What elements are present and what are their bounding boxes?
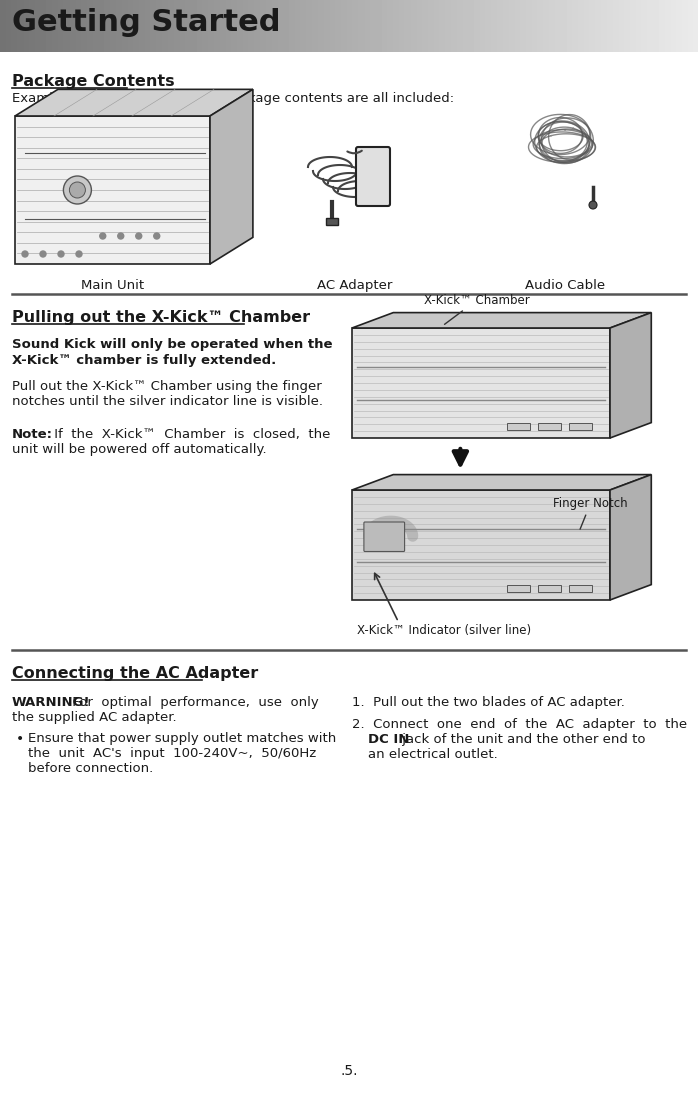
Polygon shape	[352, 475, 651, 490]
Circle shape	[76, 251, 82, 256]
Text: Pull out the X-Kick™ Chamber using the finger: Pull out the X-Kick™ Chamber using the f…	[12, 380, 322, 393]
FancyBboxPatch shape	[537, 423, 561, 430]
Circle shape	[118, 233, 124, 239]
Text: Audio Cable: Audio Cable	[525, 279, 605, 292]
Text: Ensure that power supply outlet matches with: Ensure that power supply outlet matches …	[28, 732, 336, 745]
Circle shape	[135, 233, 142, 239]
FancyBboxPatch shape	[537, 585, 561, 592]
FancyBboxPatch shape	[326, 218, 338, 225]
Text: before connection.: before connection.	[28, 762, 154, 775]
Text: Examine whether the following package contents are all included:: Examine whether the following package co…	[12, 92, 454, 105]
Text: Pulling out the X-Kick™ Chamber: Pulling out the X-Kick™ Chamber	[12, 310, 310, 326]
FancyBboxPatch shape	[356, 147, 390, 206]
Text: X-Kick™ chamber is fully extended.: X-Kick™ chamber is fully extended.	[12, 354, 276, 367]
Text: notches until the silver indicator line is visible.: notches until the silver indicator line …	[12, 395, 323, 408]
Text: an electrical outlet.: an electrical outlet.	[368, 747, 498, 761]
Text: Connecting the AC Adapter: Connecting the AC Adapter	[12, 666, 258, 681]
Polygon shape	[352, 490, 610, 600]
Text: Getting Started: Getting Started	[12, 8, 281, 37]
Circle shape	[40, 251, 46, 256]
FancyBboxPatch shape	[507, 585, 530, 592]
Text: X-Kick™ Indicator (silver line): X-Kick™ Indicator (silver line)	[357, 624, 531, 637]
Polygon shape	[352, 312, 651, 328]
Polygon shape	[610, 475, 651, 600]
Text: Finger Notch: Finger Notch	[554, 496, 628, 529]
Text: the supplied AC adapter.: the supplied AC adapter.	[12, 711, 177, 724]
Text: WARNING!: WARNING!	[12, 696, 91, 709]
Text: X-Kick™ Chamber: X-Kick™ Chamber	[424, 294, 530, 324]
Text: DC IN: DC IN	[368, 733, 409, 746]
Text: the  unit  AC's  input  100-240V~,  50/60Hz: the unit AC's input 100-240V~, 50/60Hz	[28, 747, 316, 760]
Text: 1.  Pull out the two blades of AC adapter.: 1. Pull out the two blades of AC adapter…	[352, 696, 625, 709]
Circle shape	[154, 233, 160, 239]
Text: Sound Kick will only be operated when the: Sound Kick will only be operated when th…	[12, 338, 332, 351]
Text: Note:: Note:	[12, 429, 53, 441]
Circle shape	[22, 251, 28, 256]
Circle shape	[69, 182, 85, 198]
Polygon shape	[610, 312, 651, 438]
Polygon shape	[210, 90, 253, 264]
Text: AC Adapter: AC Adapter	[318, 279, 393, 292]
Text: If  the  X-Kick™  Chamber  is  closed,  the: If the X-Kick™ Chamber is closed, the	[50, 429, 330, 441]
Text: Package Contents: Package Contents	[12, 75, 174, 89]
Text: 2.  Connect  one  end  of  the  AC  adapter  to  the: 2. Connect one end of the AC adapter to …	[352, 718, 687, 731]
Text: For  optimal  performance,  use  only: For optimal performance, use only	[68, 696, 319, 709]
Text: .5.: .5.	[340, 1064, 358, 1078]
Circle shape	[64, 176, 91, 204]
FancyBboxPatch shape	[569, 585, 592, 592]
FancyBboxPatch shape	[507, 423, 530, 430]
Circle shape	[58, 251, 64, 256]
Polygon shape	[352, 328, 610, 438]
Polygon shape	[15, 116, 210, 264]
FancyBboxPatch shape	[569, 423, 592, 430]
Text: Main Unit: Main Unit	[81, 279, 144, 292]
Text: •: •	[16, 732, 24, 746]
Text: jack of the unit and the other end to: jack of the unit and the other end to	[398, 733, 646, 746]
Polygon shape	[15, 90, 253, 116]
Text: unit will be powered off automatically.: unit will be powered off automatically.	[12, 443, 267, 456]
Circle shape	[100, 233, 106, 239]
Circle shape	[589, 201, 597, 209]
FancyBboxPatch shape	[364, 522, 405, 551]
